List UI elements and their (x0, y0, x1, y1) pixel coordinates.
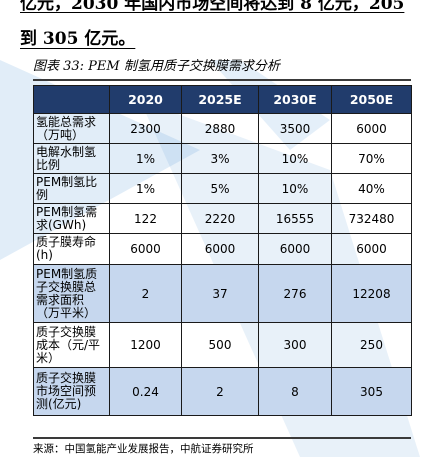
header-cell: 2025E (181, 85, 259, 114)
table-row: 质子交换膜市场空间预测(亿元) 0.24 2 8 305 (33, 367, 412, 416)
row-label: PEM制氢需求(GWh) (33, 203, 110, 234)
pem-demand-table: 2020 2025E 2030E 2050E 氢能总需求（万吨） 2300 28… (33, 85, 412, 416)
row-label: 电解水制氢比例 (33, 143, 110, 174)
header-cell: 2020 (109, 85, 182, 114)
cell-value: 2 (109, 264, 182, 323)
header-cell: 2030E (258, 85, 332, 114)
row-label: 质子交换膜成本（元/平米） (33, 322, 110, 368)
cell-value: 0.24 (109, 367, 182, 416)
cell-value: 2220 (181, 203, 259, 234)
header-cell: 2050E (331, 85, 412, 114)
cell-value: 3% (181, 143, 259, 174)
cell-value: 8 (258, 367, 332, 416)
table-caption: 图表 33: PEM 制氢用质子交换膜需求分析 (33, 57, 411, 81)
table-row: 氢能总需求（万吨） 2300 2880 3500 6000 (33, 113, 412, 144)
paragraph-line-1: 亿元，2030 年国内市场空间将达到 8 亿元，205 (20, 0, 405, 14)
cell-value: 500 (181, 322, 259, 368)
cell-value: 1% (109, 173, 182, 204)
row-label: 质子交换膜市场空间预测(亿元) (33, 367, 110, 416)
cell-value: 37 (181, 264, 259, 323)
cell-value: 5% (181, 173, 259, 204)
row-label: PEM制氢质子交换膜总需求面积（万平米） (33, 264, 110, 323)
table-row: PEM制氢比例 1% 5% 10% 40% (33, 173, 412, 204)
row-label: 氢能总需求（万吨） (33, 113, 110, 144)
cell-value: 305 (331, 367, 412, 416)
cell-value: 250 (331, 322, 412, 368)
cell-value: 16555 (258, 203, 332, 234)
cell-value: 6000 (258, 233, 332, 265)
table-row: PEM制氢需求(GWh) 122 2220 16555 732480 (33, 203, 412, 234)
cell-value: 122 (109, 203, 182, 234)
source-note: 来源：中国氢能产业发展报告，中航证券研究所 (33, 437, 411, 456)
cell-value: 10% (258, 173, 332, 204)
paragraph-line-2: 到 305 亿元。 (20, 29, 136, 49)
cell-value: 6000 (331, 233, 412, 265)
table-row: 质子交换膜成本（元/平米） 1200 500 300 250 (33, 322, 412, 368)
cell-value: 12208 (331, 264, 412, 323)
cell-value: 3500 (258, 113, 332, 144)
table-row: 电解水制氢比例 1% 3% 10% 70% (33, 143, 412, 174)
cell-value: 70% (331, 143, 412, 174)
table-header-row: 2020 2025E 2030E 2050E (33, 85, 412, 114)
cell-value: 300 (258, 322, 332, 368)
table-row: 质子膜寿命(h) 6000 6000 6000 6000 (33, 233, 412, 265)
cell-value: 2880 (181, 113, 259, 144)
cell-value: 6000 (331, 113, 412, 144)
cell-value: 6000 (109, 233, 182, 265)
cell-value: 2 (181, 367, 259, 416)
cell-value: 10% (258, 143, 332, 174)
header-cell (33, 85, 110, 114)
cell-value: 732480 (331, 203, 412, 234)
cell-value: 6000 (181, 233, 259, 265)
cell-value: 276 (258, 264, 332, 323)
cell-value: 1200 (109, 322, 182, 368)
cell-value: 40% (331, 173, 412, 204)
table-row: PEM制氢质子交换膜总需求面积（万平米） 2 37 276 12208 (33, 264, 412, 323)
cell-value: 2300 (109, 113, 182, 144)
cell-value: 1% (109, 143, 182, 174)
row-label: PEM制氢比例 (33, 173, 110, 204)
row-label: 质子膜寿命(h) (33, 233, 110, 265)
